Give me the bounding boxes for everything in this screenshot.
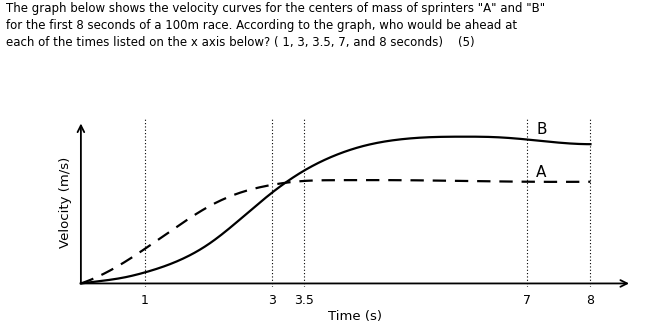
Text: The graph below shows the velocity curves for the centers of mass of sprinters ": The graph below shows the velocity curve… (6, 2, 546, 49)
X-axis label: Time (s): Time (s) (328, 310, 382, 322)
Text: A: A (537, 165, 547, 180)
Text: B: B (537, 122, 547, 137)
Y-axis label: Velocity (m/s): Velocity (m/s) (59, 157, 72, 249)
